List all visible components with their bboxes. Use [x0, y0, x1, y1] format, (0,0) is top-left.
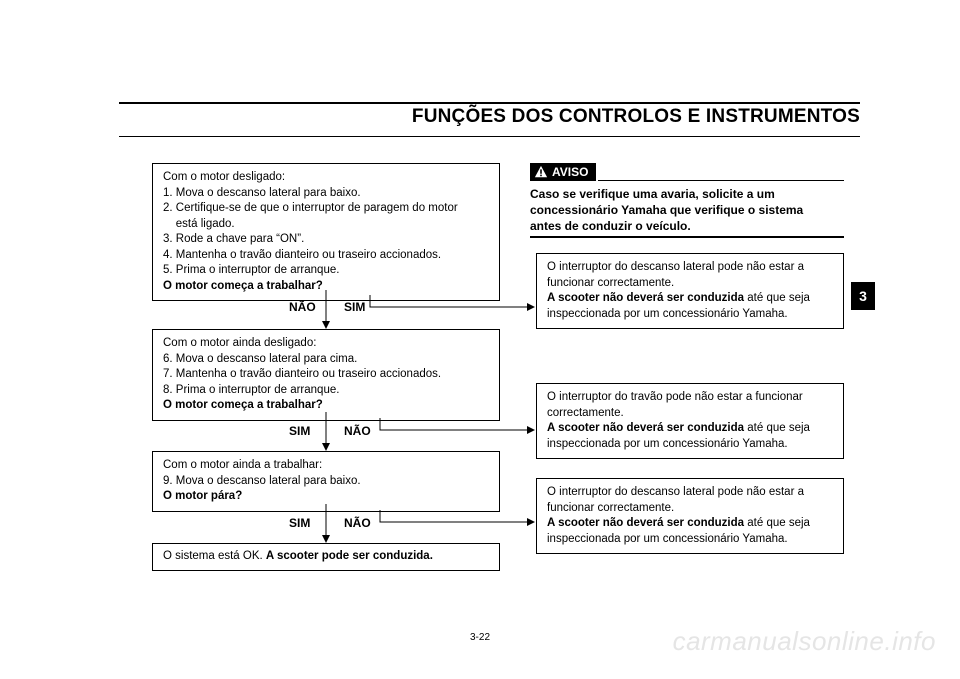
- decision-label-nao: NÃO: [289, 300, 316, 314]
- result-text: O interruptor do travão pode não estar a…: [547, 391, 803, 419]
- flow-box-2-line: 7. Mantenha o travão dianteiro ou trasei…: [163, 367, 489, 383]
- aviso-bottom-rule: [530, 236, 844, 238]
- flow-box-1: Com o motor desligado: 1. Mova o descans…: [152, 163, 500, 301]
- aviso-badge: AVISO: [530, 163, 596, 181]
- flow-box-3-line: 9. Mova o descanso lateral para baixo.: [163, 474, 489, 490]
- aviso-rule: [598, 180, 844, 181]
- page-number: 3-22: [0, 632, 960, 643]
- aviso-line3: antes de conduzir o veículo.: [530, 218, 846, 234]
- warning-triangle-icon: [534, 165, 548, 179]
- flow-box-1-line: está ligado.: [163, 217, 489, 233]
- result-box-a: O interruptor do descanso lateral pode n…: [536, 253, 844, 329]
- chapter-tab: 3: [851, 282, 875, 310]
- flow-box-ok-text: O sistema está OK.: [163, 550, 266, 562]
- result-bold: A scooter não deverá ser conduzida: [547, 517, 744, 529]
- result-bold: A scooter não deverá ser conduzida: [547, 422, 744, 434]
- flow-box-1-question: O motor começa a trabalhar?: [163, 279, 489, 295]
- flow-box-2-line: 6. Mova o descanso lateral para cima.: [163, 352, 489, 368]
- result-bold: A scooter não deverá ser conduzida: [547, 292, 744, 304]
- decision-label-sim: SIM: [289, 424, 310, 438]
- aviso-label: AVISO: [552, 165, 588, 179]
- aviso-text: Caso se verifique uma avaria, solicite a…: [530, 186, 846, 235]
- flow-box-2-question: O motor começa a trabalhar?: [163, 398, 489, 414]
- flow-box-ok: O sistema está OK. A scooter pode ser co…: [152, 543, 500, 571]
- page-title: FUNÇÕES DOS CONTROLOS E INSTRUMENTOS: [412, 106, 860, 128]
- flow-box-3: Com o motor ainda a trabalhar: 9. Mova o…: [152, 451, 500, 512]
- top-rule: [119, 102, 860, 104]
- flow-box-1-line: 1. Mova o descanso lateral para baixo.: [163, 186, 489, 202]
- flow-box-3-question: O motor pára?: [163, 489, 489, 505]
- decision-label-nao: NÃO: [344, 516, 371, 530]
- result-box-b: O interruptor do travão pode não estar a…: [536, 383, 844, 459]
- flow-box-1-line: 4. Mantenha o travão dianteiro ou trasei…: [163, 248, 489, 264]
- result-box-c: O interruptor do descanso lateral pode n…: [536, 478, 844, 554]
- flow-box-3-line: Com o motor ainda a trabalhar:: [163, 458, 489, 474]
- decision-label-sim: SIM: [344, 300, 365, 314]
- flow-box-1-line: Com o motor desligado:: [163, 170, 489, 186]
- flow-box-1-line: 5. Prima o interruptor de arranque.: [163, 263, 489, 279]
- bottom-rule: [119, 136, 860, 137]
- page-root: { "page": { "title": "FUNÇÕES DOS CONTRO…: [0, 0, 960, 679]
- decision-label-sim: SIM: [289, 516, 310, 530]
- flow-box-ok-bold: A scooter pode ser conduzida.: [266, 550, 433, 562]
- result-text: O interruptor do descanso lateral pode n…: [547, 486, 804, 514]
- result-text: O interruptor do descanso lateral pode n…: [547, 261, 804, 289]
- aviso-line2: concessionário Yamaha que verifique o si…: [530, 202, 846, 218]
- decision-label-nao: NÃO: [344, 424, 371, 438]
- aviso-line1: Caso se verifique uma avaria, solicite a…: [530, 186, 846, 202]
- flow-box-1-line: 3. Rode a chave para “ON”.: [163, 232, 489, 248]
- flow-box-2-line: 8. Prima o interruptor de arranque.: [163, 383, 489, 399]
- flow-box-2-line: Com o motor ainda desligado:: [163, 336, 489, 352]
- flow-box-1-line: 2. Certifique-se de que o interruptor de…: [163, 201, 489, 217]
- flow-box-2: Com o motor ainda desligado: 6. Mova o d…: [152, 329, 500, 421]
